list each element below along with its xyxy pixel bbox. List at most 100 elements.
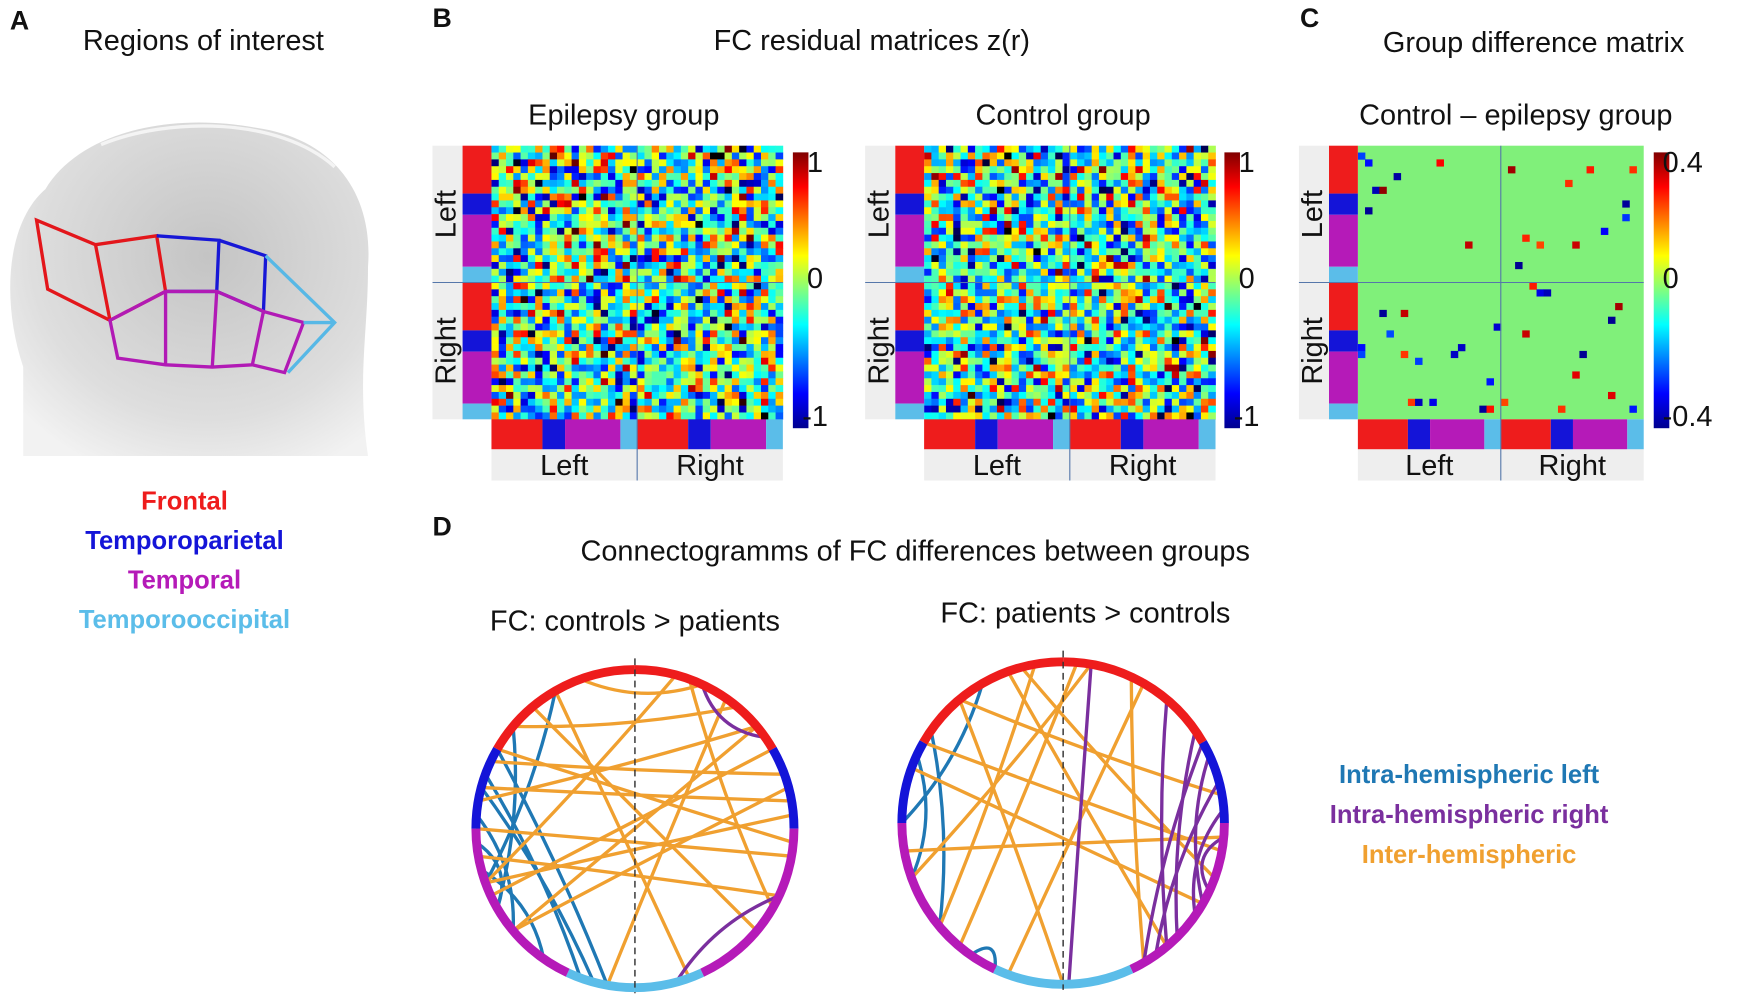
matrix-cell bbox=[608, 344, 616, 352]
matrix-cell bbox=[578, 316, 587, 324]
matrix-cell bbox=[1486, 405, 1494, 413]
matrix-cell bbox=[651, 227, 660, 235]
matrix-cell bbox=[1157, 255, 1165, 263]
matrix-cell bbox=[982, 391, 991, 400]
matrix-cell bbox=[1084, 152, 1093, 160]
matrix-cell bbox=[724, 378, 733, 386]
matrix-cell bbox=[644, 337, 653, 345]
matrix-cell bbox=[1149, 398, 1158, 406]
matrix-cell bbox=[960, 152, 969, 160]
matrix-cell bbox=[1186, 145, 1194, 153]
matrix-cell bbox=[549, 234, 558, 242]
matrix-cell bbox=[1186, 220, 1194, 229]
matrix-cell bbox=[724, 316, 733, 324]
matrix-cell bbox=[1033, 344, 1042, 352]
matrix-cell bbox=[637, 309, 645, 318]
matrix-cell bbox=[768, 303, 776, 311]
matrix-cell bbox=[1033, 391, 1042, 400]
matrix-cell bbox=[506, 337, 514, 345]
matrix-cell bbox=[1193, 214, 1202, 222]
matrix-cell bbox=[535, 405, 543, 413]
matrix-cell bbox=[702, 337, 711, 345]
matrix-cell bbox=[1157, 193, 1165, 201]
connection bbox=[1020, 666, 1216, 880]
matrix-cell bbox=[710, 344, 718, 352]
matrix-cell bbox=[659, 200, 667, 208]
matrix-cell bbox=[953, 152, 961, 160]
matrix-cell bbox=[513, 357, 521, 365]
matrix-cell bbox=[1179, 330, 1187, 338]
matrix-cell bbox=[1069, 193, 1078, 201]
matrix-cell bbox=[673, 220, 682, 229]
matrix-cell bbox=[549, 385, 558, 393]
matrix-cell bbox=[1135, 371, 1143, 379]
matrix-cell bbox=[1128, 412, 1136, 420]
matrix-cell bbox=[622, 303, 631, 311]
matrix-cell bbox=[1033, 357, 1042, 365]
matrix-cell bbox=[513, 296, 521, 304]
matrix-cell bbox=[549, 350, 558, 359]
matrix-cell bbox=[982, 330, 991, 338]
matrix-cell bbox=[1128, 350, 1136, 359]
matrix-cell bbox=[960, 179, 969, 188]
matrix-cell bbox=[1004, 248, 1012, 256]
matrix-cell bbox=[1018, 255, 1027, 263]
matrix-cell bbox=[557, 193, 565, 201]
matrix-cell bbox=[1077, 309, 1085, 318]
matrix-cell bbox=[1149, 186, 1158, 194]
matrix-cell bbox=[1062, 337, 1071, 345]
matrix-cell bbox=[1069, 261, 1078, 270]
matrix-cell bbox=[1026, 241, 1034, 249]
matrix-cell bbox=[1200, 289, 1209, 297]
matrix-cell bbox=[1077, 145, 1085, 153]
matrix-cell bbox=[1171, 378, 1180, 386]
ring-segment bbox=[471, 828, 570, 977]
colorbar-tick-label: 0 bbox=[1663, 263, 1679, 295]
matrix-cell bbox=[996, 261, 1005, 270]
matrix-cell bbox=[731, 309, 740, 318]
matrix-cell bbox=[938, 316, 947, 324]
matrix-cell bbox=[775, 234, 784, 242]
matrix-cell bbox=[615, 296, 623, 304]
matrix-cell bbox=[527, 255, 536, 263]
matrix-cell bbox=[1084, 248, 1093, 256]
matrix-cell bbox=[1026, 296, 1034, 304]
legend-entry: Temporoparietal bbox=[85, 527, 284, 555]
col-strip bbox=[1069, 419, 1121, 450]
matrix-cell bbox=[1164, 173, 1173, 181]
matrix-cell bbox=[982, 234, 991, 242]
matrix-cell bbox=[688, 385, 696, 393]
matrix-cell bbox=[571, 385, 580, 393]
matrix-cell bbox=[1149, 200, 1158, 208]
matrix-cell bbox=[1120, 371, 1129, 379]
matrix-cell bbox=[491, 330, 500, 338]
matrix-cell bbox=[1018, 398, 1027, 406]
matrix-cell bbox=[761, 234, 769, 242]
matrix-cell bbox=[498, 200, 507, 208]
matrix-cell bbox=[513, 248, 521, 256]
matrix-cell bbox=[982, 405, 991, 413]
matrix-cell bbox=[1055, 207, 1063, 215]
matrix-cell bbox=[1040, 207, 1049, 215]
matrix-cell bbox=[945, 152, 954, 160]
matrix-cell bbox=[1098, 412, 1107, 420]
matrix-cell bbox=[967, 145, 976, 153]
matrix-cell bbox=[520, 357, 529, 365]
matrix-cell bbox=[506, 214, 514, 222]
matrix-cell bbox=[1069, 166, 1078, 174]
matrix-cell bbox=[673, 173, 682, 181]
matrix-cell bbox=[629, 344, 638, 352]
matrix-cell bbox=[506, 412, 514, 420]
matrix-cell bbox=[1106, 173, 1114, 181]
matrix-cell bbox=[680, 398, 689, 406]
matrix-cell bbox=[1026, 350, 1034, 359]
matrix-cell bbox=[1026, 282, 1034, 290]
matrix-cell bbox=[491, 214, 500, 222]
matrix-cell bbox=[924, 152, 932, 160]
matrix-cell bbox=[1157, 227, 1165, 235]
matrix-cell bbox=[666, 357, 674, 365]
matrix-cell bbox=[1113, 330, 1122, 338]
matrix-cell bbox=[996, 296, 1005, 304]
matrix-cell bbox=[564, 193, 572, 201]
matrix-cell bbox=[1004, 152, 1012, 160]
